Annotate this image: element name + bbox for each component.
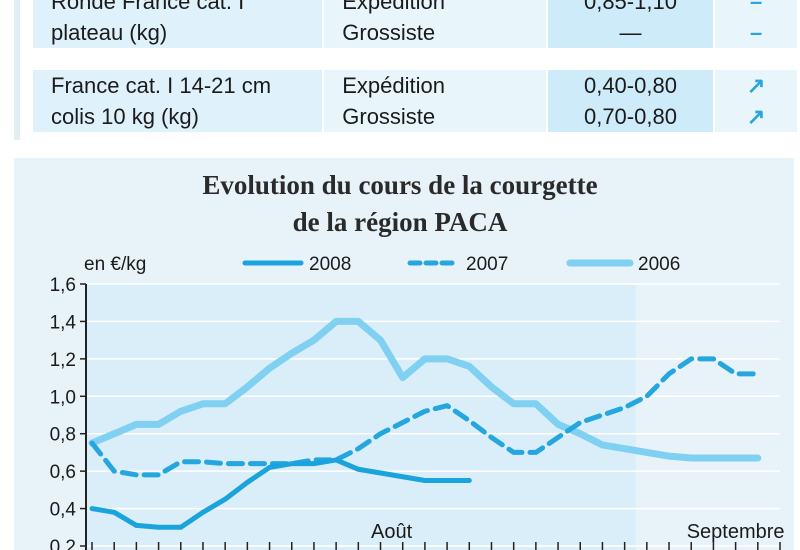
trend-up-icon: ↗ bbox=[746, 73, 766, 98]
product-cell: France cat. I 14-21 cm colis 10 kg (kg) bbox=[33, 70, 323, 132]
product-line: plateau (kg) bbox=[51, 20, 168, 45]
y-tick-label: 1,0 bbox=[50, 387, 76, 408]
stage-cell: Expédition Grossiste bbox=[324, 70, 546, 132]
stage-cell: Expédition Grossiste bbox=[324, 0, 546, 48]
table-left-rule bbox=[14, 0, 20, 140]
month-label: Août bbox=[371, 521, 413, 543]
price-value: — bbox=[619, 20, 642, 45]
chart-subtitle: de la région PACA bbox=[292, 207, 508, 237]
legend: 2008 2007 2006 bbox=[242, 254, 680, 275]
price-value: 0,70-0,80 bbox=[583, 104, 677, 129]
price-value: 0,40-0,80 bbox=[583, 73, 677, 98]
table-row: France cat. I 14-21 cm colis 10 kg (kg) … bbox=[33, 70, 798, 132]
stage-label: Expédition bbox=[342, 0, 445, 14]
stage-label: Grossiste bbox=[342, 20, 436, 45]
series-lines bbox=[88, 317, 762, 530]
legend-label-2007: 2007 bbox=[466, 254, 508, 275]
y-axis-ticks: 0,2 0,4 0,6 0,8 1,0 1,2 1,4 1,6 bbox=[50, 275, 86, 550]
legend-label-2008: 2008 bbox=[309, 254, 351, 275]
y-tick-label: 1,4 bbox=[50, 312, 77, 333]
stage-label: Expédition bbox=[342, 73, 445, 98]
legend-label-2006: 2006 bbox=[638, 254, 680, 275]
stage-label: Grossiste bbox=[342, 104, 436, 129]
trend-stable-icon: – bbox=[750, 0, 763, 14]
y-tick-label: 1,6 bbox=[50, 275, 76, 296]
y-tick-label: 0,6 bbox=[50, 462, 76, 483]
product-line: Ronde France cat. I bbox=[51, 0, 245, 14]
y-axis-label: en €/kg bbox=[84, 254, 146, 275]
month-labels: Août Septembre bbox=[371, 521, 785, 543]
product-line: colis 10 kg (kg) bbox=[51, 104, 199, 129]
y-tick-label: 0,8 bbox=[50, 425, 76, 446]
series-line-2006 bbox=[88, 317, 762, 462]
product-line: France cat. I 14-21 cm bbox=[51, 73, 272, 98]
y-tick-label: 1,2 bbox=[50, 350, 76, 371]
product-cell: Ronde France cat. I plateau (kg) bbox=[33, 0, 323, 48]
series-line-2008 bbox=[89, 457, 472, 530]
chart-title: Evolution du cours de la courgette bbox=[202, 170, 598, 200]
price-cell: 0,40-0,80 0,70-0,80 bbox=[547, 70, 714, 132]
x-axis-ticks bbox=[91, 542, 781, 550]
trend-cell: – – bbox=[715, 0, 798, 48]
trend-up-icon: ↗ bbox=[746, 104, 766, 129]
trend-cell: ↗ ↗ bbox=[715, 70, 798, 132]
y-tick-label: 0,2 bbox=[50, 537, 76, 550]
series-line-2007 bbox=[89, 356, 761, 478]
price-value: 0,85-1,10 bbox=[583, 0, 677, 14]
y-tick-label: 0,4 bbox=[50, 500, 77, 521]
table-row: Ronde France cat. I plateau (kg) Expédit… bbox=[33, 0, 798, 48]
price-cell: 0,85-1,10 — bbox=[547, 0, 714, 48]
trend-stable-icon: – bbox=[750, 20, 763, 45]
month-label: Septembre bbox=[687, 521, 785, 543]
